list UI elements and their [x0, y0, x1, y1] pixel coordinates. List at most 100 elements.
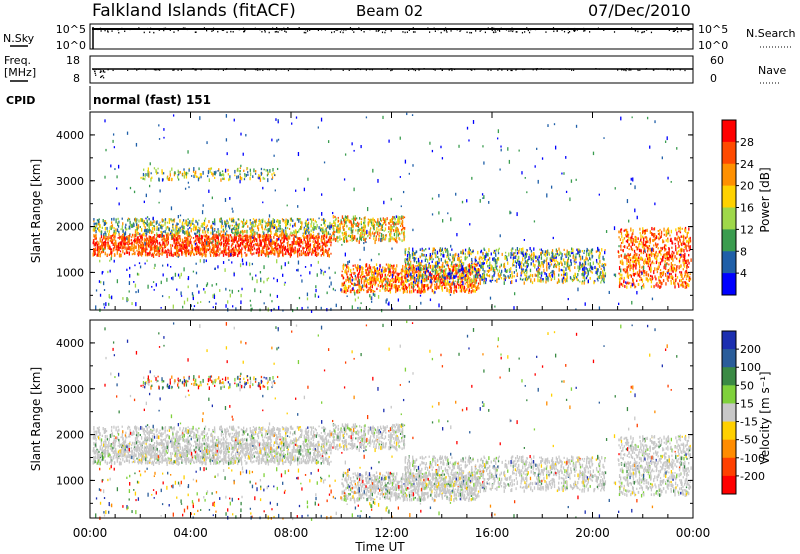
- power-point: [123, 235, 126, 240]
- power-point: [159, 221, 161, 224]
- power-point: [441, 274, 444, 278]
- power-point: [323, 230, 325, 235]
- power-point: [167, 241, 169, 245]
- power-point: [397, 215, 399, 220]
- power-point: [246, 241, 249, 246]
- power-point: [303, 233, 305, 237]
- power-point: [477, 262, 479, 265]
- power-point: [351, 236, 353, 240]
- power-point: [162, 224, 164, 227]
- power-point: [548, 262, 550, 266]
- power-point: [319, 228, 322, 232]
- power-point: [367, 289, 369, 292]
- power-point: [460, 263, 463, 267]
- power-point: [563, 272, 565, 276]
- power-point: [556, 251, 558, 255]
- power-point: [464, 248, 467, 252]
- nsky-point: [584, 29, 586, 32]
- power-point: [404, 273, 406, 278]
- power-point: [395, 289, 397, 294]
- power-point: [167, 236, 170, 241]
- power-point: [94, 235, 97, 239]
- power-point: [171, 167, 173, 171]
- power-point: [422, 253, 424, 256]
- power-point: [583, 279, 586, 282]
- power-point: [309, 249, 311, 252]
- nave-point: [448, 68, 450, 71]
- power-point: [377, 231, 379, 236]
- power-point: [169, 231, 172, 234]
- power-point: [251, 223, 253, 226]
- power-point: [460, 275, 462, 280]
- power-point: [261, 226, 263, 229]
- power-point: [460, 256, 462, 258]
- power-point: [435, 287, 438, 291]
- nave-point: [433, 68, 435, 71]
- power-point: [343, 217, 345, 222]
- power-point: [251, 245, 254, 249]
- power-point: [522, 254, 524, 257]
- power-point: [203, 227, 206, 231]
- power-point: [139, 232, 141, 235]
- power-point: [182, 224, 184, 227]
- power-point: [269, 237, 272, 240]
- power-point: [244, 238, 246, 242]
- power-point: [579, 255, 582, 259]
- power-point: [143, 248, 146, 252]
- power-point: [441, 278, 444, 282]
- power-point: [360, 222, 363, 226]
- power-point: [170, 251, 172, 254]
- power-point: [398, 284, 400, 288]
- power-point: [329, 233, 331, 236]
- power-point: [368, 231, 370, 235]
- power-point: [345, 271, 347, 274]
- nave-point: [423, 68, 425, 70]
- power-point: [225, 224, 227, 227]
- power-point: [591, 266, 593, 271]
- power-point: [317, 247, 319, 251]
- power-point: [476, 263, 478, 267]
- power-point: [535, 260, 537, 263]
- power-point: [235, 224, 237, 227]
- power-point: [551, 249, 554, 253]
- power-point: [396, 230, 398, 234]
- power-point: [378, 235, 380, 238]
- power-point: [131, 247, 133, 252]
- power-point: [397, 285, 399, 288]
- power-point: [298, 240, 300, 245]
- power-point: [210, 237, 212, 240]
- power-point: [426, 284, 428, 288]
- power-point: [574, 258, 576, 262]
- power-point: [421, 276, 423, 279]
- power-point: [158, 227, 160, 232]
- power-point: [378, 237, 380, 242]
- nsky-point: [526, 27, 528, 29]
- power-point: [207, 235, 210, 240]
- power-point: [435, 269, 437, 272]
- power-point: [240, 250, 242, 253]
- power-point: [237, 225, 240, 230]
- nave-point: [572, 69, 575, 71]
- power-point: [193, 227, 195, 232]
- power-point: [263, 234, 265, 237]
- power-point: [273, 172, 275, 175]
- power-point: [384, 266, 386, 270]
- power-point: [417, 263, 420, 268]
- nave-point: [217, 69, 219, 71]
- power-point: [275, 247, 277, 251]
- power-point: [347, 234, 350, 238]
- power-point: [289, 233, 291, 237]
- power-point: [448, 272, 451, 276]
- power-point: [125, 227, 127, 231]
- power-point: [127, 217, 130, 220]
- nave-point: [501, 69, 503, 71]
- power-point: [188, 168, 190, 172]
- power-point: [150, 244, 152, 247]
- power-point: [233, 231, 236, 235]
- power-point: [213, 228, 216, 231]
- power-point: [128, 218, 131, 221]
- power-point: [227, 168, 229, 172]
- power-point: [525, 255, 528, 258]
- power-point: [527, 258, 529, 262]
- power-point: [111, 234, 114, 237]
